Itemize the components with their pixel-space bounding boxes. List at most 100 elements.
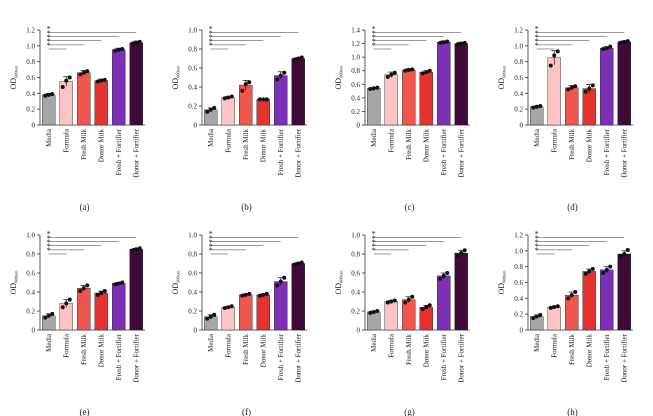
panel-label: (d) — [567, 202, 578, 212]
bar — [221, 306, 235, 331]
x-tick-label: Formula — [224, 333, 232, 358]
x-tick-label: Media — [533, 333, 541, 352]
data-point — [371, 86, 376, 91]
data-point — [102, 77, 107, 82]
y-tick-label: 0.2 — [514, 106, 523, 114]
x-tick-label: Media — [370, 333, 378, 352]
data-point — [116, 47, 121, 52]
y-tick-label: 0.2 — [351, 308, 360, 316]
significance-star: * — [47, 29, 51, 38]
data-point — [538, 104, 543, 108]
x-tick-label: Donor + Fortifier — [294, 128, 302, 177]
data-point — [569, 85, 574, 90]
data-point — [275, 77, 280, 82]
x-tick-label: Donor Milk — [97, 129, 105, 163]
x-tick-label: Fresh Milk — [80, 129, 88, 160]
significance-star: * — [535, 234, 539, 243]
data-point — [296, 261, 301, 266]
data-point — [50, 311, 55, 316]
y-tick-label: 1.0 — [351, 54, 360, 62]
significance-star: * — [209, 242, 213, 251]
data-point — [438, 40, 443, 45]
y-axis-label-sub: 600nm — [502, 65, 507, 78]
data-point — [226, 305, 231, 310]
data-point — [137, 246, 142, 251]
data-point — [534, 104, 539, 109]
x-tick-label: Fresh + Fortifier — [277, 333, 285, 380]
data-point — [566, 87, 571, 92]
data-point — [120, 280, 125, 285]
y-tick-label: 0 — [357, 122, 361, 130]
x-tick-label: Donor + Fortifier — [132, 128, 140, 177]
data-point — [120, 47, 125, 51]
data-point — [81, 286, 86, 291]
y-axis-label-main: OD — [9, 283, 18, 295]
y-tick-label: 0.4 — [351, 94, 360, 102]
panel-label: (e) — [80, 407, 90, 416]
data-point — [275, 283, 280, 288]
significance-star: * — [535, 246, 539, 255]
y-tick-label: 0.8 — [351, 251, 360, 259]
data-point — [116, 281, 121, 286]
bar — [600, 48, 614, 126]
data-point — [555, 49, 560, 54]
bar — [547, 57, 561, 126]
data-point — [622, 252, 627, 256]
y-axis-label: OD600nm — [171, 270, 181, 295]
data-point — [441, 40, 446, 45]
panel-label: (h) — [567, 407, 578, 416]
data-point — [64, 78, 69, 83]
significance-star: * — [209, 33, 213, 42]
data-point — [102, 289, 107, 294]
x-tick-label: Fresh Milk — [568, 129, 576, 160]
data-point — [247, 291, 252, 296]
significance-star: * — [535, 230, 539, 239]
bar — [291, 58, 305, 126]
data-point — [420, 71, 425, 76]
data-point — [95, 292, 100, 297]
data-point — [296, 56, 301, 61]
data-point — [282, 70, 287, 75]
data-point — [299, 55, 304, 60]
data-point — [368, 87, 373, 92]
data-point — [548, 305, 553, 310]
bar — [129, 42, 143, 126]
chart-panel: 0 0.2 0.4 0.6 0.8 1.0 1.2 OD600nm Media Formula Fr… — [9, 25, 145, 212]
data-point — [625, 248, 630, 253]
data-point — [424, 70, 429, 75]
data-point — [371, 309, 376, 314]
data-point — [95, 79, 100, 84]
data-point — [389, 72, 394, 77]
y-tick-label: 0.4 — [514, 90, 523, 98]
data-point — [445, 39, 450, 44]
significance-star: * — [209, 246, 213, 255]
significance-star: * — [372, 238, 376, 247]
data-point — [257, 293, 262, 298]
data-point — [403, 68, 408, 73]
y-tick-label: 1.0 — [514, 42, 523, 50]
data-point — [392, 70, 397, 75]
bar — [617, 253, 631, 331]
bar — [565, 87, 579, 126]
x-tick-label: Formula — [550, 128, 558, 153]
y-axis-label-sub: 600nm — [339, 270, 344, 283]
bar — [454, 252, 468, 331]
bar — [617, 41, 631, 126]
x-tick-label: Media — [533, 128, 541, 147]
y-axis-label-sub: 600nm — [339, 65, 344, 78]
chart-panel: 0 0.2 0.4 0.6 0.8 1.0 OD600nm Media Formula Fresh… — [334, 230, 470, 416]
data-point — [427, 303, 432, 308]
y-axis-label-sub: 600nm — [14, 270, 19, 283]
y-tick-label: 0 — [520, 327, 524, 335]
y-axis-label-main: OD — [497, 78, 506, 90]
data-point — [587, 269, 592, 274]
chart-panel: 0 0.2 0.4 0.6 0.8 1.0 OD600nm Media Formula Fresh… — [171, 230, 307, 416]
data-point — [261, 292, 266, 297]
significance-star: * — [209, 37, 213, 46]
bar — [274, 281, 288, 331]
y-tick-label: 1.0 — [351, 232, 360, 240]
data-point — [78, 72, 83, 77]
data-point — [240, 293, 245, 298]
significance-star: * — [209, 230, 213, 239]
